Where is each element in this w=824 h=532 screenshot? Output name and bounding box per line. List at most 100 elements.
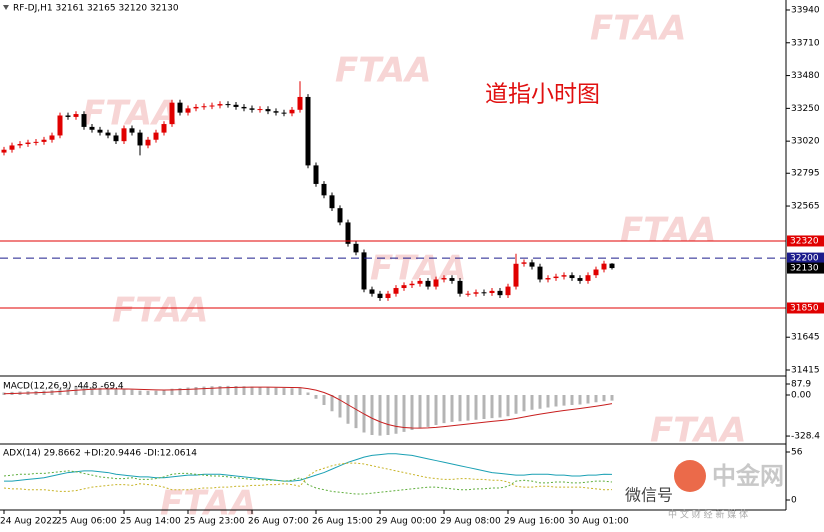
y-tick-label: -328.4 bbox=[791, 432, 820, 442]
candle-body bbox=[449, 278, 455, 281]
macd-bar bbox=[458, 395, 462, 422]
macd-bar bbox=[498, 395, 502, 418]
macd-bar bbox=[474, 395, 478, 420]
macd-bar bbox=[226, 385, 230, 395]
macd-bar bbox=[90, 387, 94, 395]
candle-body bbox=[281, 112, 287, 114]
macd-bar bbox=[106, 388, 110, 395]
candle-body bbox=[185, 108, 191, 113]
candle-body bbox=[505, 286, 511, 296]
watermark: FTAA bbox=[112, 291, 208, 331]
macd-bar bbox=[410, 395, 414, 430]
candle-body bbox=[305, 96, 311, 166]
candle-body bbox=[201, 106, 207, 108]
indicator-title: ADX(14) 29.8662 +DI:20.9446 -DI:12.0614 bbox=[3, 449, 197, 459]
symbol-icon bbox=[3, 5, 9, 10]
macd-bar bbox=[250, 386, 254, 395]
y-tick-label: 33710 bbox=[791, 38, 820, 48]
macd-bar bbox=[338, 395, 342, 418]
candle-body bbox=[353, 243, 359, 253]
macd-bar bbox=[394, 395, 398, 434]
macd-bar bbox=[546, 395, 550, 408]
watermark: FTAA bbox=[335, 51, 431, 91]
level-label-box bbox=[787, 302, 824, 314]
macd-bar bbox=[378, 395, 382, 436]
macd-bar bbox=[554, 395, 558, 407]
level-label-box bbox=[787, 235, 824, 247]
candle-body bbox=[233, 104, 239, 107]
macd-bar bbox=[418, 395, 422, 429]
candle-body bbox=[105, 132, 111, 136]
candle-body bbox=[1, 149, 7, 153]
macd-bar bbox=[146, 390, 150, 395]
macd-bar bbox=[186, 387, 190, 395]
candle-body bbox=[217, 104, 223, 106]
candle-body bbox=[401, 285, 407, 289]
y-tick-label: 87.9 bbox=[791, 380, 811, 390]
macd-bar bbox=[122, 389, 126, 395]
level-label: 32320 bbox=[790, 236, 819, 246]
macd-bar bbox=[578, 395, 582, 405]
macd-bar bbox=[282, 388, 286, 395]
x-tick-label: 25 Aug 06:00 bbox=[56, 517, 117, 527]
candle-body bbox=[409, 283, 415, 286]
macd-bar bbox=[202, 386, 206, 395]
candle-body bbox=[9, 145, 15, 150]
macd-bar bbox=[370, 395, 374, 435]
candle-body bbox=[481, 292, 487, 294]
macd-bar bbox=[194, 387, 198, 395]
chart-title: 道指小时图 bbox=[485, 82, 600, 108]
y-tick-label: 33020 bbox=[791, 137, 820, 147]
level-label-box bbox=[787, 252, 824, 264]
macd-bar bbox=[450, 395, 454, 422]
macd-bar bbox=[538, 395, 542, 409]
y-tick-label: 32795 bbox=[791, 169, 820, 179]
candle-body bbox=[225, 104, 231, 106]
x-tick-label: 25 Aug 14:00 bbox=[120, 517, 181, 527]
indicator-line bbox=[3, 386, 613, 429]
candle-body bbox=[89, 126, 95, 130]
candle-body bbox=[537, 266, 543, 280]
macd-bar bbox=[234, 386, 238, 395]
y-tick-label: 32565 bbox=[791, 202, 820, 212]
macd-bar bbox=[322, 395, 326, 405]
candle-body bbox=[273, 111, 279, 113]
macd-bar bbox=[218, 386, 222, 395]
y-tick-label: 33250 bbox=[791, 104, 820, 114]
candle-body bbox=[465, 293, 471, 295]
candle-body bbox=[377, 293, 383, 299]
watermark: FTAA bbox=[590, 9, 686, 49]
price-box bbox=[787, 262, 824, 274]
x-tick-label: 26 Aug 15:00 bbox=[312, 517, 373, 527]
candle-body bbox=[17, 144, 23, 146]
candle-body bbox=[385, 293, 391, 299]
macd-bar bbox=[98, 387, 102, 395]
candle-body bbox=[97, 129, 103, 133]
candle-body bbox=[161, 124, 167, 133]
candle-body bbox=[177, 102, 183, 113]
macd-bar bbox=[522, 395, 526, 412]
macd-bar bbox=[346, 395, 350, 424]
candle-body bbox=[417, 280, 423, 284]
candle-body bbox=[25, 142, 31, 145]
macd-bar bbox=[426, 395, 430, 427]
candle-body bbox=[561, 275, 567, 277]
logo-icon bbox=[674, 460, 706, 492]
y-tick-label: 56 bbox=[791, 448, 803, 458]
candle-body bbox=[553, 276, 559, 279]
macd-bar bbox=[210, 386, 214, 395]
candle-body bbox=[321, 183, 327, 196]
macd-bar bbox=[314, 395, 318, 399]
candle-body bbox=[441, 278, 447, 280]
candle-body bbox=[569, 275, 575, 279]
logo-tagline: 中 文 财 经 新 媒 体 bbox=[668, 509, 748, 521]
macd-bar bbox=[290, 388, 294, 395]
macd-bar bbox=[330, 395, 334, 412]
watermark: FTAA bbox=[620, 211, 716, 251]
price-label: 32130 bbox=[790, 264, 819, 274]
macd-bar bbox=[130, 389, 134, 395]
macd-bar bbox=[178, 388, 182, 395]
candle-body bbox=[585, 275, 591, 281]
x-tick-label: 29 Aug 00:00 bbox=[376, 517, 437, 527]
